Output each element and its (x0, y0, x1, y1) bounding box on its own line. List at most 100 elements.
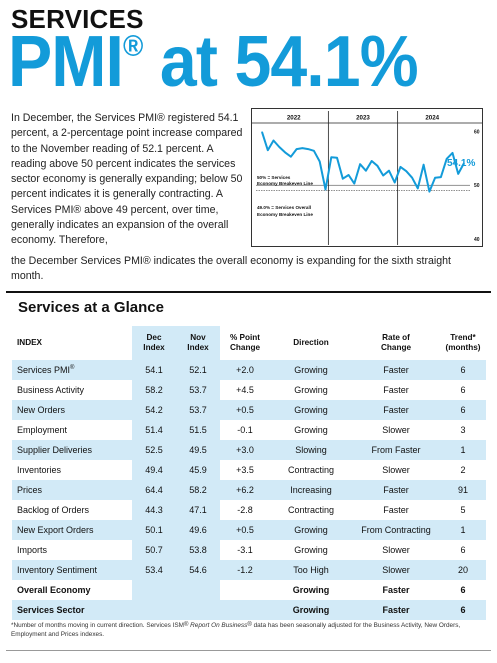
year-label: 2023 (356, 115, 370, 122)
table-row: Inventories 49.4 45.9 +3.5 Contracting Slower… (12, 460, 486, 480)
row-nov-value: 53.7 (176, 380, 220, 400)
headline-registered-mark: ® (123, 30, 143, 63)
summary-change-blank (220, 580, 270, 600)
row-change-value: -0.1 (237, 425, 253, 435)
data-point (440, 176, 442, 178)
row-rate: Slower (352, 560, 440, 580)
data-point (330, 156, 332, 158)
summary-dec-blank (132, 580, 176, 600)
row-nov-value: 49.6 (176, 520, 220, 540)
row-direction: Growing (270, 360, 352, 380)
data-point (278, 146, 280, 148)
data-point (301, 147, 303, 149)
row-rate: Slower (382, 465, 410, 475)
glance-title: Services at a Glance (18, 299, 164, 316)
table-row: Inventory Sentiment 53.4 54.6 -1.2 Too High S… (12, 560, 486, 580)
year-label: 2022 (287, 115, 301, 122)
row-trend: 91 (440, 480, 486, 500)
row-index-name: Prices (12, 480, 132, 500)
row-index-name: Employment (17, 425, 68, 435)
summary-row: Overall Economy Growing Faster 6 (12, 580, 486, 600)
data-point (359, 163, 361, 165)
row-rate: Faster (352, 360, 440, 380)
row-direction: Increasing (270, 480, 352, 500)
section-divider (6, 291, 491, 293)
row-nov-value: 52.1 (176, 360, 220, 380)
row-dec-value: 58.2 (132, 380, 176, 400)
row-trend: 2 (460, 465, 466, 475)
headline: PMI® at 54.1% (8, 26, 419, 98)
row-change-value: +3.0 (220, 440, 270, 460)
data-point (353, 182, 355, 185)
y-tick-label: 40 (474, 237, 480, 243)
overall-label-line1: 49.0% = Services Overall (257, 205, 311, 210)
row-nov-value: 45.9 (176, 460, 220, 480)
header-trend: Trend* (months) (445, 333, 481, 352)
row-direction: Too High (270, 560, 352, 580)
footnote: *Number of months moving in current dire… (11, 622, 461, 638)
row-index-name: New Export Orders (12, 520, 132, 540)
header-rate: Rate of Change (380, 333, 412, 352)
row-direction: Growing (294, 385, 328, 395)
row-change-value: -2.8 (237, 505, 253, 515)
data-point (434, 177, 436, 179)
breakeven-label-line1: 50% = Services (257, 175, 291, 180)
row-nov-value: 49.5 (176, 440, 220, 460)
data-point (399, 166, 402, 168)
row-rate: From Faster (352, 440, 440, 460)
row-trend: 6 (460, 385, 466, 395)
summary-row: Services Sector Growing Faster 6 (12, 600, 486, 620)
table-row: Backlog of Orders 44.3 47.1 -2.8 Contracting… (12, 500, 486, 520)
breakeven-label-line2: Economy Breakeven Line (257, 181, 313, 186)
services-pmi-series-line (261, 131, 465, 193)
pmi-line-chart: 2022 2023 2024 40 50 60 54.1% 50% = Services … (251, 108, 483, 247)
data-point (324, 188, 327, 191)
table-row: Business Activity 58.2 53.7 +4.5 Growing Fast… (12, 380, 486, 400)
row-direction: Growing (294, 545, 328, 555)
row-rate: Faster (352, 480, 440, 500)
row-change-value: +2.0 (220, 360, 270, 380)
data-point (411, 177, 413, 179)
row-trend: 20 (440, 560, 486, 580)
row-direction: Contracting (287, 505, 335, 515)
row-trend: 6 (460, 545, 466, 555)
data-point (463, 162, 465, 164)
row-change-value: +6.2 (220, 480, 270, 500)
row-index-name: Imports (17, 545, 48, 555)
summary-nov-blank (176, 580, 220, 600)
data-point (451, 152, 454, 154)
header-change: % Point Change (229, 333, 261, 352)
summary-dec-blank (132, 600, 176, 620)
data-point (457, 173, 459, 175)
data-point (371, 160, 373, 162)
intro-paragraph-continued: the December Services PMI® indicates the… (11, 255, 452, 283)
chart-callout: 54.1% (447, 158, 475, 169)
data-point (446, 158, 448, 160)
data-point (296, 148, 298, 150)
row-dec-value: 49.4 (132, 460, 176, 480)
data-point (405, 170, 407, 172)
data-point (428, 191, 430, 193)
row-nov-value: 58.2 (176, 480, 220, 500)
table-row: Services PMI® 54.1 52.1 +2.0 Growing Faster 6 (12, 360, 486, 380)
data-point (261, 131, 263, 133)
table-row: Employment 51.4 51.5 -0.1 Growing Slower 3 (12, 420, 486, 440)
row-trend: 6 (440, 400, 486, 420)
kicker-title: SERVICES (11, 4, 144, 34)
row-index-name: Supplier Deliveries (12, 440, 132, 460)
data-point (290, 156, 292, 158)
row-direction: Growing (270, 400, 352, 420)
row-change-value: +4.5 (236, 385, 254, 395)
row-rate: Slower (382, 425, 410, 435)
row-dec-value: 44.3 (132, 500, 176, 520)
data-point (307, 148, 309, 150)
bottom-rule (6, 650, 491, 651)
row-rate: Faster (383, 505, 409, 515)
row-direction: Growing (294, 425, 328, 435)
summary-direction: Growing (292, 585, 330, 595)
row-dec-value: 50.1 (132, 520, 176, 540)
table-row: New Export Orders 50.1 49.6 +0.5 Growing From… (12, 520, 486, 540)
summary-rate: Faster (382, 585, 410, 595)
row-rate: Slower (382, 545, 410, 555)
row-trend: 6 (440, 360, 486, 380)
